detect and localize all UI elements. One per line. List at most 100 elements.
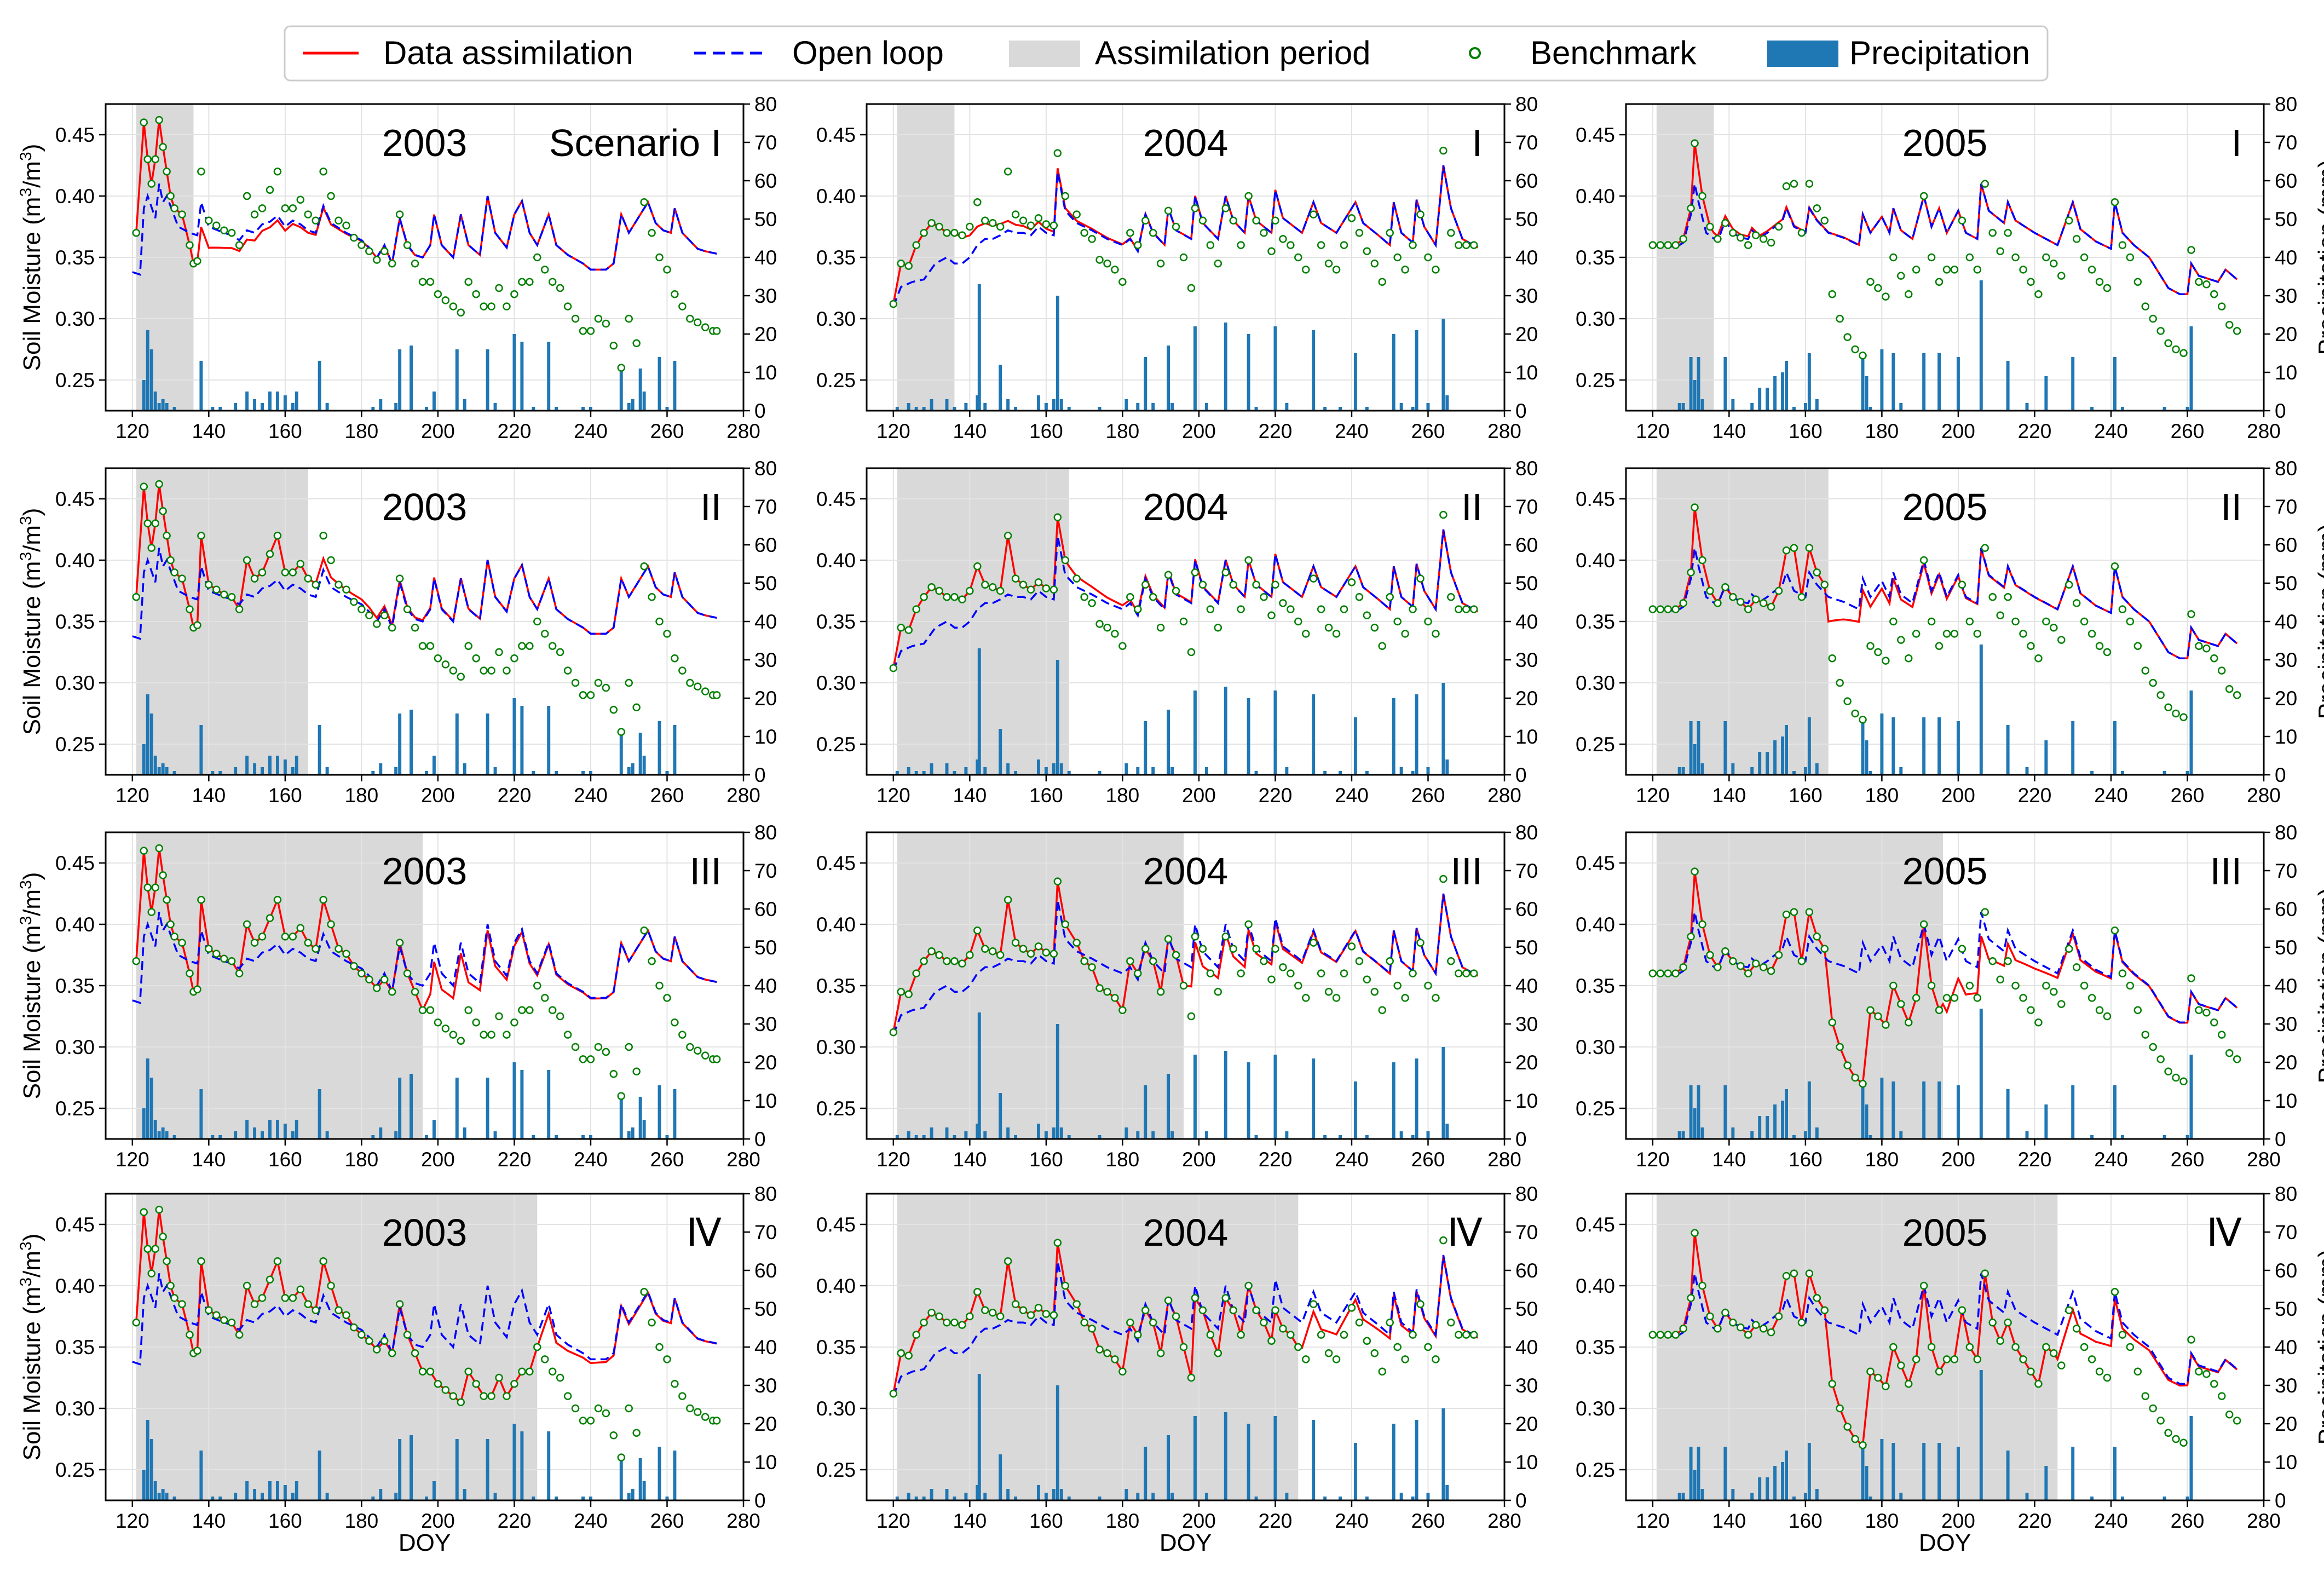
- benchmark-point: [1340, 241, 1348, 249]
- precipitation-bar: [907, 767, 910, 775]
- x-tick-label: 140: [1712, 1148, 1746, 1171]
- precipitation-bar: [268, 392, 272, 411]
- x-tick-label: 140: [192, 1510, 226, 1532]
- benchmark-point: [147, 1269, 155, 1277]
- benchmark-point: [170, 1294, 178, 1302]
- benchmark-point: [2225, 1049, 2234, 1057]
- precipitation-bar: [379, 1489, 383, 1500]
- benchmark-point: [1889, 1343, 1898, 1351]
- x-tick-label: 220: [2018, 784, 2052, 807]
- benchmark-point: [220, 226, 228, 234]
- legend-da-label: Data assimilation: [383, 34, 633, 71]
- benchmark-point: [350, 597, 358, 606]
- precipitation-bar: [1136, 767, 1140, 775]
- precipitation-bar: [1785, 1089, 1788, 1139]
- benchmark-point: [186, 969, 194, 977]
- precipitation-bar: [398, 349, 402, 411]
- benchmark-point: [935, 951, 943, 959]
- benchmark-point: [132, 228, 141, 237]
- benchmark-point: [1813, 933, 1821, 941]
- benchmark-point: [163, 895, 171, 904]
- y2-tick-label: 70: [754, 496, 777, 518]
- benchmark-point: [1942, 266, 1951, 274]
- precipitation-bar: [1365, 771, 1369, 775]
- precipitation-bar: [1861, 1443, 1865, 1500]
- benchmark-point: [472, 290, 480, 298]
- benchmark-point: [335, 216, 343, 225]
- benchmark-point: [227, 592, 236, 601]
- precipitation-bar: [547, 706, 551, 775]
- benchmark-point: [686, 1043, 694, 1051]
- benchmark-point: [1679, 1325, 1687, 1333]
- precipitation-bar: [2120, 407, 2124, 411]
- precipitation-bar: [1224, 687, 1227, 775]
- benchmark-point: [273, 895, 282, 904]
- benchmark-point: [1386, 592, 1394, 601]
- benchmark-point: [712, 1055, 721, 1063]
- benchmark-point: [1828, 654, 1836, 663]
- benchmark-point: [2141, 1392, 2149, 1400]
- y2-tick-label: 40: [754, 246, 777, 269]
- precipitation-bar: [432, 1120, 436, 1139]
- precipitation-bar: [295, 392, 298, 411]
- precipitation-bar: [1411, 1135, 1415, 1139]
- precipitation-bar: [199, 1451, 203, 1500]
- precipitation-bar: [1365, 1497, 1369, 1500]
- precipitation-bar: [161, 1489, 165, 1500]
- benchmark-point: [2019, 266, 2027, 274]
- benchmark-point: [312, 580, 320, 589]
- benchmark-point: [671, 654, 679, 663]
- benchmark-point: [266, 1275, 274, 1284]
- precipitation-bar: [1052, 399, 1056, 411]
- benchmark-point: [2057, 1361, 2066, 1369]
- benchmark-point: [897, 1349, 906, 1357]
- benchmark-point: [503, 666, 511, 675]
- precipitation-bar: [1869, 771, 1872, 775]
- benchmark-point: [220, 590, 228, 599]
- benchmark-point: [609, 342, 618, 350]
- y2-tick-label: 70: [2275, 860, 2297, 882]
- benchmark-point: [2126, 617, 2135, 626]
- benchmark-point: [1141, 1306, 1150, 1315]
- benchmark-point: [411, 987, 419, 996]
- y2-tick-label: 20: [1515, 323, 1538, 346]
- benchmark-point: [373, 984, 381, 992]
- x-tick-label: 260: [1411, 420, 1445, 442]
- y-tick-label: 0.45: [816, 852, 856, 874]
- benchmark-point: [132, 592, 141, 601]
- benchmark-point: [1332, 266, 1341, 274]
- benchmark-point: [2027, 1006, 2035, 1015]
- benchmark-point: [1134, 1331, 1142, 1339]
- benchmark-point: [988, 1309, 997, 1317]
- benchmark-point: [1721, 219, 1729, 227]
- precipitation-bar: [1392, 698, 1395, 775]
- precipitation-bar: [295, 1120, 298, 1139]
- benchmark-point: [388, 259, 396, 268]
- panel-scenario-label: III: [690, 850, 722, 893]
- precipitation-bar: [977, 648, 981, 775]
- precipitation-bar: [1937, 717, 1941, 775]
- benchmark-point: [2187, 610, 2195, 618]
- benchmark-point: [1191, 933, 1200, 941]
- y-tick-label: 0.30: [55, 1397, 95, 1420]
- y2-tick-label: 40: [1515, 611, 1538, 633]
- benchmark-point: [1287, 241, 1295, 249]
- benchmark-point: [212, 1311, 221, 1320]
- precipitation-bar: [1750, 1493, 1754, 1500]
- benchmark-point: [1103, 259, 1111, 268]
- benchmark-point: [625, 678, 633, 687]
- precipitation-bar: [1392, 334, 1395, 411]
- benchmark-point: [1267, 975, 1276, 984]
- precipitation-bar: [1861, 353, 1865, 411]
- precipitation-bar: [2185, 771, 2189, 775]
- panel-scenario-label: I: [2231, 122, 2242, 164]
- precipitation-bar: [1785, 725, 1788, 775]
- panel-2004-4: 120 140 160 180 200 220 240 260 2800.250.300.350…: [816, 1183, 1538, 1556]
- benchmark-point: [1950, 994, 1959, 1002]
- benchmark-point: [920, 957, 928, 965]
- precipitation-bar: [410, 1074, 413, 1139]
- precipitation-bar: [2162, 407, 2166, 411]
- benchmark-point: [1729, 228, 1737, 237]
- y2-tick-label: 80: [1515, 93, 1538, 116]
- x-tick-label: 220: [498, 1148, 532, 1171]
